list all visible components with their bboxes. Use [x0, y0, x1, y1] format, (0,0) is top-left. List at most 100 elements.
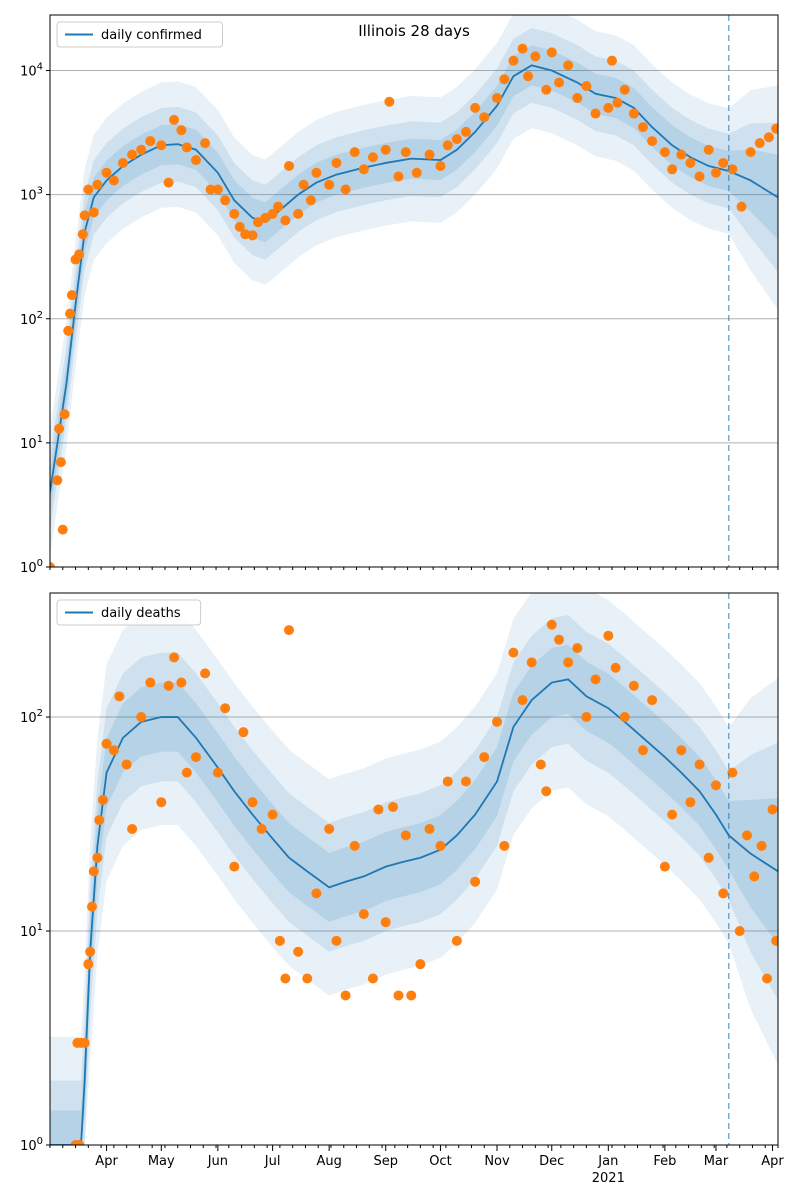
- x-tick-label: Aug: [316, 1154, 341, 1169]
- y-tick-exponent: 4: [37, 62, 43, 73]
- data-point: [302, 973, 313, 984]
- data-point: [703, 852, 714, 863]
- data-point: [280, 973, 291, 984]
- data-point: [603, 630, 614, 641]
- data-point: [523, 71, 534, 82]
- data-point: [415, 959, 426, 970]
- data-point: [163, 680, 174, 691]
- data-point: [50, 562, 55, 567]
- data-point: [52, 475, 63, 486]
- data-point: [546, 47, 557, 58]
- data-point: [92, 179, 103, 190]
- data-point: [619, 712, 630, 723]
- data-point: [247, 230, 258, 241]
- data-point: [136, 144, 147, 155]
- data-point: [676, 745, 687, 756]
- data-point: [238, 727, 249, 738]
- data-point: [176, 677, 187, 688]
- data-point: [745, 147, 756, 158]
- data-point: [79, 210, 90, 221]
- data-point: [535, 759, 546, 770]
- data-point: [637, 745, 648, 756]
- data-point: [554, 634, 565, 645]
- data-point: [293, 208, 304, 219]
- x-tick-label: Oct: [429, 1154, 451, 1169]
- data-point: [267, 809, 278, 820]
- data-point: [358, 164, 369, 175]
- data-point: [541, 786, 552, 797]
- plot-area: [50, 15, 778, 567]
- data-point: [384, 96, 395, 107]
- data-point: [311, 888, 322, 899]
- data-point: [101, 167, 112, 178]
- data-point: [324, 823, 335, 834]
- data-point: [108, 745, 119, 756]
- y-tick-exponent: 1: [37, 922, 43, 933]
- data-point: [293, 946, 304, 957]
- data-point: [400, 830, 411, 841]
- x-tick-label: Apr: [95, 1154, 118, 1169]
- data-point: [200, 138, 211, 149]
- data-point: [190, 752, 201, 763]
- data-point: [771, 123, 778, 134]
- x-tick-label: Sep: [373, 1154, 398, 1169]
- data-point: [298, 179, 309, 190]
- x-tick-label: Dec: [539, 1154, 564, 1169]
- y-tick-exponent: 0: [37, 558, 43, 569]
- data-point: [763, 132, 774, 143]
- data-point: [435, 161, 446, 172]
- y-tick-base: 10: [20, 711, 37, 726]
- y-tick-exponent: 0: [37, 1136, 43, 1147]
- y-tick-base: 10: [20, 925, 37, 940]
- data-point: [563, 60, 574, 71]
- data-point: [470, 102, 481, 113]
- data-point: [710, 780, 721, 791]
- data-point: [212, 767, 223, 778]
- y-tick-base: 10: [20, 65, 37, 80]
- x-tick-label: Mar: [704, 1154, 729, 1169]
- data-point: [324, 179, 335, 190]
- data-point: [637, 122, 648, 133]
- x-tick-label: Apr: [761, 1154, 784, 1169]
- legend-label: daily confirmed: [101, 28, 202, 43]
- data-point: [74, 1140, 85, 1145]
- data-point: [771, 935, 778, 946]
- data-point: [311, 167, 322, 178]
- data-point: [85, 946, 96, 957]
- data-point: [77, 229, 88, 240]
- data-point: [694, 759, 705, 770]
- data-point: [590, 108, 601, 119]
- y-tick-base: 10: [20, 561, 37, 576]
- data-point: [229, 861, 240, 872]
- y-tick-label: 101: [20, 434, 43, 452]
- data-point: [59, 409, 70, 420]
- chart-title: Illinois 28 days: [358, 22, 470, 40]
- data-point: [492, 93, 503, 104]
- data-point: [220, 195, 231, 206]
- data-point: [685, 797, 696, 808]
- y-tick-exponent: 2: [37, 708, 43, 719]
- data-point: [461, 126, 471, 137]
- data-point: [606, 55, 617, 66]
- data-point: [703, 144, 714, 155]
- data-point: [442, 776, 453, 787]
- data-point: [253, 217, 263, 228]
- y-tick-base: 10: [20, 437, 37, 452]
- data-point: [127, 823, 138, 834]
- data-point: [280, 215, 291, 226]
- data-point: [499, 74, 510, 85]
- data-point: [83, 959, 94, 970]
- data-point: [659, 861, 670, 872]
- median-line: [50, 64, 778, 493]
- uncertainty-band: [50, 15, 778, 555]
- data-point: [572, 643, 583, 654]
- data-point: [546, 619, 557, 630]
- data-point: [400, 147, 411, 158]
- data-point: [647, 695, 658, 706]
- data-point: [127, 149, 138, 160]
- data-point: [451, 935, 462, 946]
- data-point: [176, 125, 187, 136]
- data-point: [234, 221, 245, 232]
